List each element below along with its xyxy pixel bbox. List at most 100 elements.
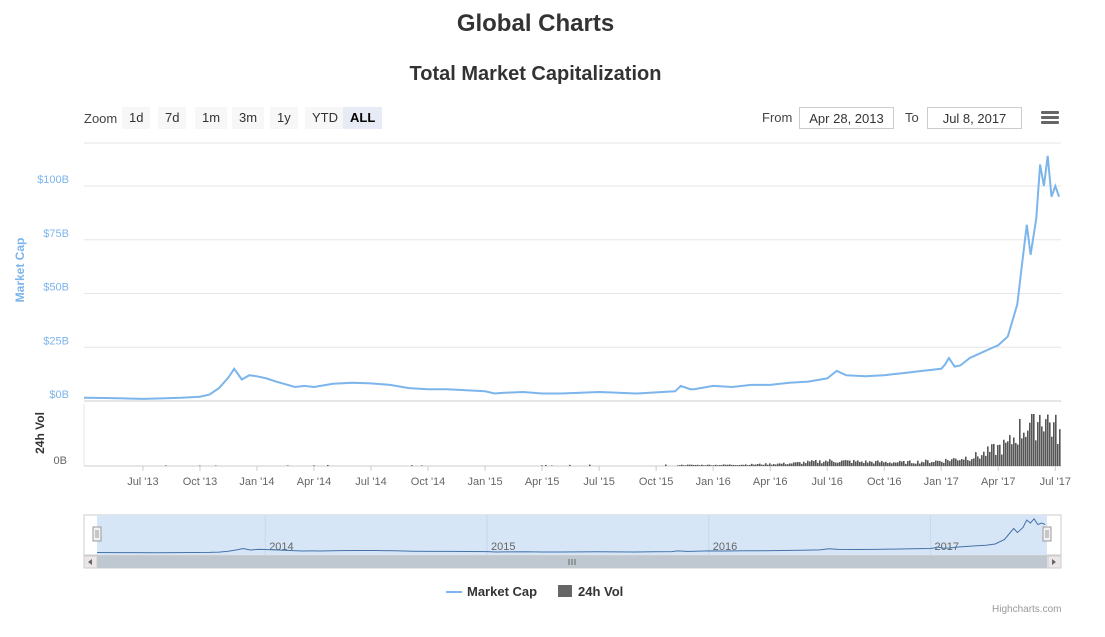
x-tick-label: Apr '15 — [525, 476, 560, 488]
volume-bar — [763, 464, 765, 466]
zoom-all-button[interactable]: ALL — [343, 107, 383, 129]
menu-icon[interactable] — [1041, 111, 1059, 125]
volume-bar — [809, 461, 811, 466]
volume-bar — [885, 461, 887, 466]
volume-bar — [799, 462, 801, 466]
volume-bar — [789, 463, 791, 466]
scroll-right-arrow-icon — [1052, 559, 1056, 565]
volume-bar — [863, 462, 865, 466]
volume-bar — [1023, 432, 1025, 466]
navigator-right-handle[interactable] — [1042, 526, 1052, 542]
volume-bar — [949, 461, 951, 466]
volume-bar — [731, 464, 733, 466]
volume-bar — [689, 464, 691, 466]
volume-bar — [1045, 419, 1047, 466]
volume-bar — [769, 463, 771, 466]
zoom-1y-button[interactable]: 1y — [270, 107, 298, 129]
volume-bar — [713, 465, 715, 466]
zoom-3m-button[interactable]: 3m — [232, 107, 265, 129]
navigator-series-line — [96, 517, 1046, 554]
volume-bar — [921, 461, 923, 466]
from-date-input[interactable] — [799, 107, 894, 129]
volume-bar — [727, 464, 729, 466]
volume-bar — [737, 465, 739, 466]
to-date-input[interactable] — [927, 107, 1022, 129]
volume-bar — [677, 465, 679, 466]
volume-bar — [913, 463, 915, 466]
volume-bar — [1025, 436, 1027, 466]
volume-bar — [857, 460, 859, 466]
volume-bar — [1003, 439, 1005, 466]
volume-bar — [767, 464, 769, 466]
x-tick-label: Jul '16 — [811, 476, 842, 488]
navigator-year-label: 2014 — [269, 541, 293, 553]
x-tick-label: Apr '14 — [297, 476, 332, 488]
volume-bar — [841, 460, 843, 466]
volume-bar — [781, 463, 783, 466]
y-tick-label: $100B — [37, 174, 69, 186]
zoom-1d-button[interactable]: 1d — [122, 107, 151, 129]
volume-bar — [911, 463, 913, 466]
volume-bar — [1031, 414, 1033, 466]
volume-bar — [1027, 430, 1029, 466]
volume-bar — [869, 461, 871, 466]
zoom-7d-button[interactable]: 7d — [158, 107, 187, 129]
scroll-left-arrow-icon — [88, 559, 92, 565]
volume-bar — [1057, 444, 1059, 466]
volume-bar — [803, 461, 805, 466]
volume-bar — [959, 460, 961, 466]
volume-bar — [695, 464, 697, 466]
volume-bar — [887, 462, 889, 466]
volume-bar — [817, 462, 819, 466]
volume-bar — [787, 464, 789, 466]
volume-bar — [819, 460, 821, 466]
volume-bar — [979, 458, 981, 466]
volume-bar — [775, 464, 777, 466]
volume-bar — [783, 462, 785, 466]
volume-bar — [859, 461, 861, 466]
volume-bar — [909, 460, 911, 466]
zoom-label: Zoom — [84, 111, 118, 126]
volume-bar — [849, 460, 851, 466]
volume-bar — [719, 465, 721, 466]
x-tick-label: Oct '13 — [183, 476, 218, 488]
volume-bar — [1039, 414, 1041, 466]
legend-item-24h-vol[interactable]: 24h Vol — [578, 584, 624, 599]
volume-bar — [899, 460, 901, 466]
volume-bar — [1019, 418, 1021, 466]
legend-item-market-cap[interactable]: Market Cap — [467, 584, 538, 599]
volume-bar — [995, 454, 997, 466]
x-tick-label: Apr '16 — [753, 476, 788, 488]
volume-bar — [923, 462, 925, 466]
navigator-year-label: 2015 — [491, 541, 515, 553]
credits-link[interactable]: Highcharts.com — [992, 604, 1062, 615]
volume-bar — [165, 465, 167, 466]
volume-bar — [833, 461, 835, 466]
volume-tick-label: 0B — [54, 455, 67, 467]
volume-bar — [1007, 441, 1009, 466]
volume-bar — [991, 444, 993, 466]
zoom-1m-button[interactable]: 1m — [195, 107, 228, 129]
volume-bar — [811, 460, 813, 466]
volume-bar — [665, 464, 667, 466]
navigator-mask[interactable] — [97, 515, 1047, 555]
zoom-ytd-button[interactable]: YTD — [305, 107, 345, 129]
volume-bar — [965, 456, 967, 466]
volume-bar — [875, 460, 877, 466]
volume-bar — [1033, 414, 1035, 466]
volume-bar — [807, 460, 809, 466]
volume-bar — [893, 462, 895, 466]
volume-bar — [855, 461, 857, 466]
volume-bar — [825, 460, 827, 466]
volume-bar — [993, 443, 995, 466]
navigator-left-handle[interactable] — [92, 526, 102, 542]
volume-bar — [1055, 414, 1057, 466]
series-line-market-cap — [83, 155, 1061, 400]
volume-bar — [411, 465, 413, 466]
chart-title: Total Market Capitalization — [409, 63, 662, 85]
x-tick-label: Jul '15 — [583, 476, 614, 488]
volume-bar — [897, 462, 899, 466]
volume-bar — [771, 464, 773, 466]
volume-bar — [997, 444, 999, 466]
volume-bar — [753, 464, 755, 466]
